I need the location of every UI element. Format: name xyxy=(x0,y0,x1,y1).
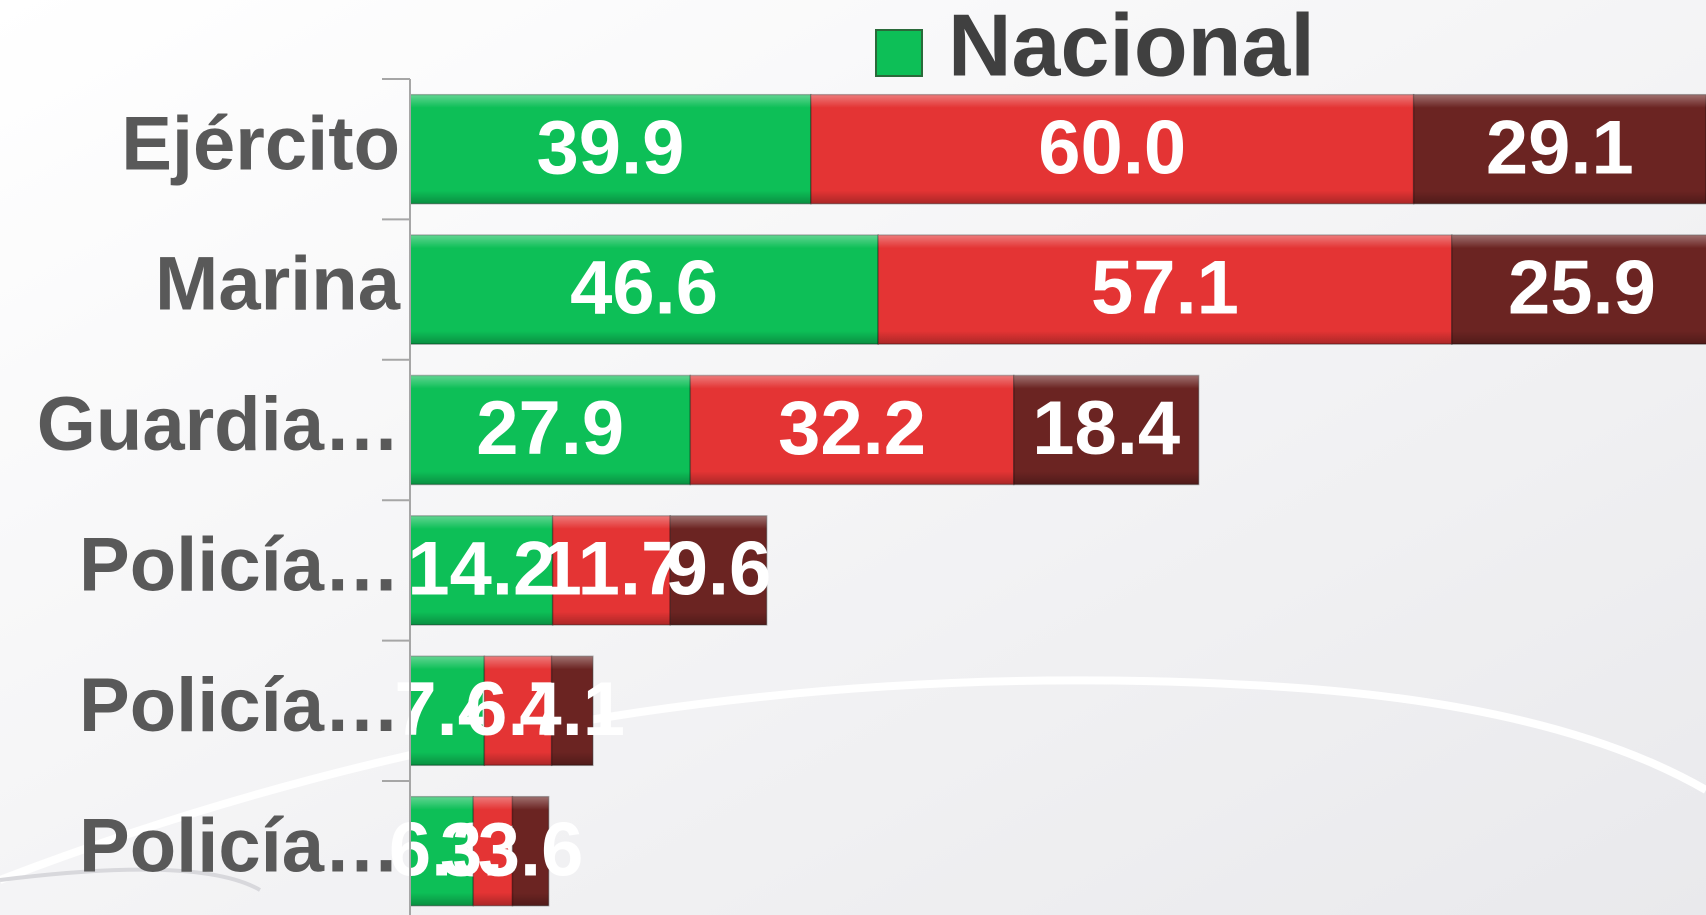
decor-curve xyxy=(0,867,262,892)
bar-shine xyxy=(1013,375,1199,485)
data-label: 60.0 xyxy=(1038,105,1186,190)
data-label: 3.6 xyxy=(478,807,584,892)
data-label: 11.7 xyxy=(540,526,684,611)
data-label: 14.2 xyxy=(407,526,555,611)
bar-shine xyxy=(1413,94,1706,204)
data-label: 7.4 xyxy=(394,667,500,752)
y-tick-label: Policía… xyxy=(79,522,400,607)
bar-shine xyxy=(552,515,671,625)
bar-shine xyxy=(878,235,1452,345)
legend-swatch xyxy=(875,29,923,77)
data-label: 39.9 xyxy=(536,105,684,190)
y-tick-label: Ejército xyxy=(121,101,400,186)
bar-shine xyxy=(410,235,879,345)
bar-shine xyxy=(410,375,691,485)
bar-shine xyxy=(410,656,485,766)
y-tick-label: Marina xyxy=(155,242,401,327)
bar-shine xyxy=(1451,235,1706,345)
bar-shine xyxy=(410,796,474,906)
bar-shine xyxy=(410,94,811,204)
data-label: 9.6 xyxy=(666,526,772,611)
bar-shine xyxy=(551,656,593,766)
y-tick-label: Guardia… xyxy=(37,382,400,467)
bar-shine xyxy=(690,375,1014,485)
data-label: 18.4 xyxy=(1032,386,1180,471)
bar-shine xyxy=(410,515,553,625)
bar-shine xyxy=(670,515,767,625)
data-label: 32.2 xyxy=(778,386,926,471)
bar-shine xyxy=(484,656,552,766)
data-label: 25.9 xyxy=(1508,246,1656,331)
data-label: 27.9 xyxy=(476,386,624,471)
decor-curve xyxy=(0,676,1706,884)
y-tick-label: Policía… xyxy=(79,803,400,888)
data-label: 29.1 xyxy=(1486,105,1634,190)
bar-shine xyxy=(810,94,1414,204)
legend-label: Nacional xyxy=(948,0,1315,94)
plot: Ejército 39.9 60.0 29.1 Marina 46.6 57.1 25.9 Gu… xyxy=(37,0,1706,915)
bar-shine xyxy=(512,796,549,906)
y-tick-label: Policía… xyxy=(79,663,400,748)
bar-shine xyxy=(473,796,513,906)
data-label: 46.6 xyxy=(570,246,718,331)
data-label: 4.1 xyxy=(519,667,625,752)
data-label: 57.1 xyxy=(1091,246,1239,331)
